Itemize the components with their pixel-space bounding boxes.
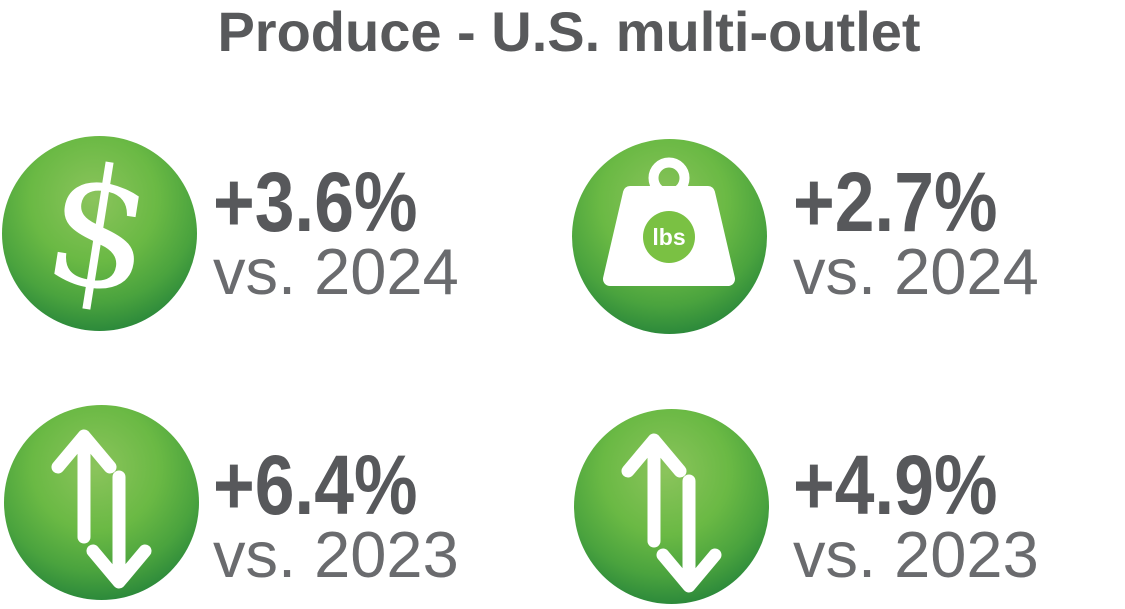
weight-circle: lbs bbox=[572, 139, 767, 334]
stat-comparison: vs. 2023 bbox=[793, 518, 1039, 591]
lbs-badge-circle bbox=[643, 211, 695, 263]
stat-comparison: vs. 2023 bbox=[213, 518, 459, 591]
down-arrow-head bbox=[656, 548, 722, 593]
up-down-arrows-icon bbox=[51, 429, 152, 589]
stat-value: +6.4% bbox=[213, 438, 418, 532]
stat-value: +2.7% bbox=[793, 155, 998, 249]
dollar-sign-icon: $ bbox=[33, 126, 167, 332]
up-arrow-head bbox=[51, 429, 117, 474]
arrows-circle-right bbox=[574, 409, 769, 604]
weight-lbs-icon: lbs bbox=[603, 157, 735, 286]
down-arrow-head bbox=[86, 544, 152, 589]
stat-value: +4.9% bbox=[793, 438, 998, 532]
page-title: Produce - U.S. multi-outlet bbox=[217, 0, 921, 63]
stat-comparison: vs. 2024 bbox=[793, 235, 1039, 308]
stat-lbs-vs-2023: +4.9% vs. 2023 bbox=[793, 438, 1039, 591]
stat-dollar-vs-2023: +6.4% vs. 2023 bbox=[213, 438, 459, 591]
stat-lbs-vs-2024: +2.7% vs. 2024 bbox=[793, 155, 1039, 308]
dollar-circle: $ bbox=[2, 126, 197, 332]
lbs-badge-label: lbs bbox=[652, 224, 685, 250]
stat-value: +3.6% bbox=[213, 155, 418, 249]
stat-comparison: vs. 2024 bbox=[213, 235, 459, 308]
arrows-circle-left bbox=[4, 405, 199, 600]
stat-dollar-vs-2024: +3.6% vs. 2024 bbox=[213, 155, 459, 308]
up-down-arrows-icon bbox=[621, 433, 722, 593]
up-arrow-head bbox=[621, 433, 687, 478]
